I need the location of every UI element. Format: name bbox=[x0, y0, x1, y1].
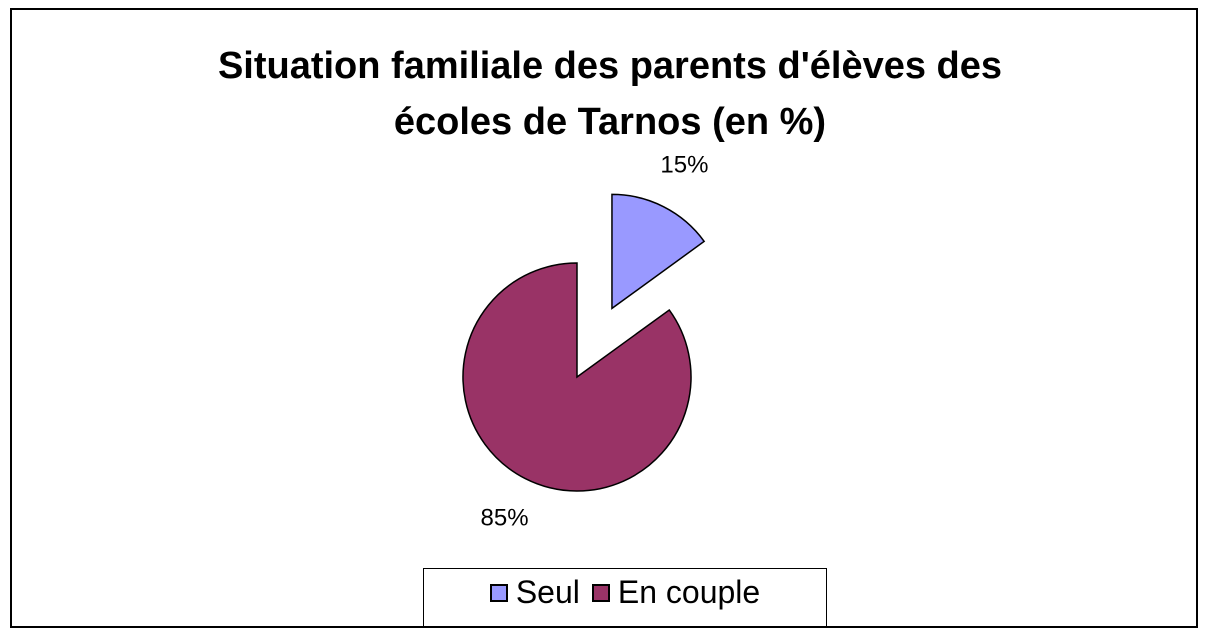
chart: 15% 85% bbox=[462, 152, 708, 532]
legend-item: En couple bbox=[591, 574, 761, 611]
legend-swatch bbox=[489, 583, 508, 602]
page: {"chart_data": {"type": "pie", "title": … bbox=[10, 8, 1198, 628]
chart-title: Situation familiale des parents d'élèves… bbox=[217, 45, 1003, 143]
legend-label: Seul bbox=[515, 574, 580, 610]
pie-slice bbox=[611, 193, 706, 310]
legend-item: Seul bbox=[489, 574, 580, 611]
legend-label: En couple bbox=[617, 574, 761, 610]
data-label: 15% bbox=[660, 152, 708, 179]
pie-slice bbox=[462, 262, 692, 492]
legend-swatch bbox=[591, 583, 610, 602]
data-label: 85% bbox=[481, 505, 529, 532]
legend: Seul En couple bbox=[423, 568, 827, 628]
